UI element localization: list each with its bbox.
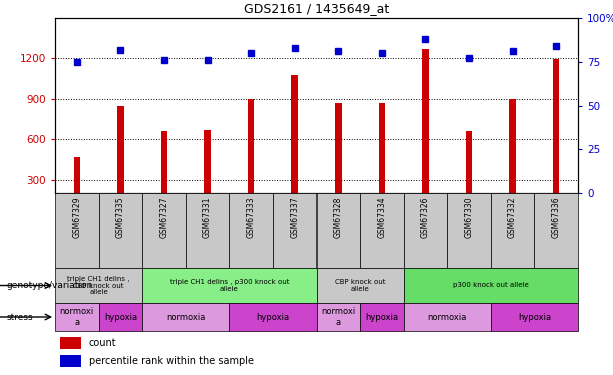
- Bar: [186, 193, 229, 268]
- Bar: [142, 268, 316, 303]
- Text: hypoxia: hypoxia: [365, 312, 398, 321]
- Text: GSM67336: GSM67336: [552, 197, 561, 238]
- Bar: [291, 75, 298, 220]
- Bar: [553, 59, 560, 220]
- Bar: [491, 303, 578, 331]
- Text: normoxi
a: normoxi a: [59, 307, 94, 327]
- Bar: [316, 193, 360, 268]
- Bar: [360, 303, 404, 331]
- Bar: [74, 157, 80, 220]
- Bar: [55, 193, 99, 268]
- Text: hypoxia: hypoxia: [518, 312, 551, 321]
- Text: hypoxia: hypoxia: [256, 312, 289, 321]
- Bar: [509, 99, 516, 220]
- Bar: [248, 99, 254, 220]
- Bar: [316, 303, 360, 331]
- Text: hypoxia: hypoxia: [104, 312, 137, 321]
- Bar: [404, 193, 447, 268]
- Bar: [60, 337, 81, 349]
- Text: GSM67329: GSM67329: [72, 197, 82, 238]
- Bar: [316, 268, 404, 303]
- Bar: [117, 105, 124, 220]
- Bar: [404, 268, 578, 303]
- Bar: [379, 103, 385, 220]
- Text: count: count: [89, 338, 116, 348]
- Bar: [142, 303, 229, 331]
- Text: triple CH1 delins , p300 knock out
allele: triple CH1 delins , p300 knock out allel…: [170, 279, 289, 292]
- Text: GSM67337: GSM67337: [290, 197, 299, 238]
- Bar: [99, 303, 142, 331]
- Text: p300 knock out allele: p300 knock out allele: [453, 282, 528, 288]
- Bar: [447, 193, 491, 268]
- Bar: [404, 303, 491, 331]
- Bar: [491, 193, 535, 268]
- Bar: [142, 193, 186, 268]
- Text: GSM67328: GSM67328: [334, 197, 343, 238]
- Text: genotype/variation: genotype/variation: [6, 281, 93, 290]
- Title: GDS2161 / 1435649_at: GDS2161 / 1435649_at: [244, 3, 389, 15]
- Bar: [335, 103, 341, 220]
- Bar: [360, 193, 404, 268]
- Text: percentile rank within the sample: percentile rank within the sample: [89, 356, 254, 366]
- Bar: [55, 268, 142, 303]
- Text: triple CH1 delins ,
CBP knock out
allele: triple CH1 delins , CBP knock out allele: [67, 276, 130, 296]
- Bar: [229, 303, 316, 331]
- Text: GSM67330: GSM67330: [465, 197, 473, 238]
- Text: GSM67333: GSM67333: [246, 197, 256, 238]
- Bar: [422, 49, 428, 220]
- Bar: [466, 131, 472, 220]
- Bar: [204, 130, 211, 220]
- Text: normoxi
a: normoxi a: [321, 307, 356, 327]
- Text: GSM67332: GSM67332: [508, 197, 517, 238]
- Text: GSM67331: GSM67331: [203, 197, 212, 238]
- Bar: [229, 193, 273, 268]
- Text: GSM67334: GSM67334: [378, 197, 386, 238]
- Bar: [60, 355, 81, 367]
- Text: stress: stress: [6, 312, 32, 321]
- Text: GSM67327: GSM67327: [159, 197, 169, 238]
- Text: normoxia: normoxia: [166, 312, 205, 321]
- Bar: [535, 193, 578, 268]
- Bar: [55, 303, 99, 331]
- Bar: [99, 193, 142, 268]
- Bar: [161, 131, 167, 220]
- Text: GSM67335: GSM67335: [116, 197, 125, 238]
- Text: normoxia: normoxia: [427, 312, 467, 321]
- Text: CBP knock out
allele: CBP knock out allele: [335, 279, 386, 292]
- Text: GSM67326: GSM67326: [421, 197, 430, 238]
- Bar: [273, 193, 316, 268]
